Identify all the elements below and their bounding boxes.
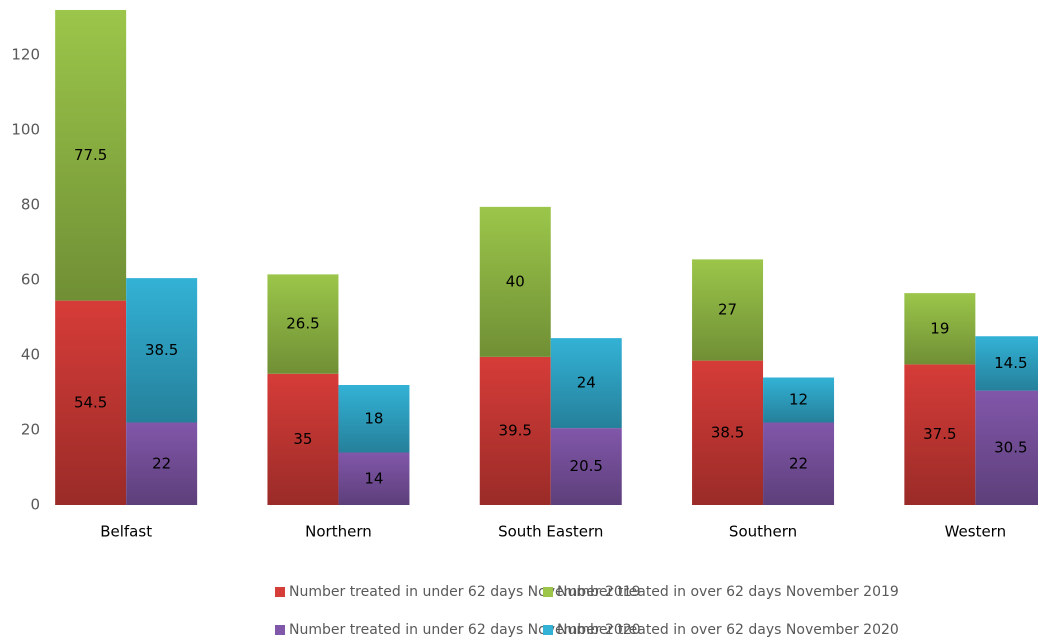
legend-swatch bbox=[543, 587, 553, 597]
bar-segment bbox=[267, 373, 339, 505]
bar-segment bbox=[692, 360, 764, 505]
data-label: 19 bbox=[930, 319, 949, 337]
data-label: 14 bbox=[364, 469, 383, 487]
x-tick-label: Southern bbox=[729, 523, 797, 541]
bar-segment bbox=[479, 206, 551, 357]
bar-segment bbox=[692, 259, 764, 361]
legend-swatch bbox=[543, 625, 553, 635]
legend-swatch bbox=[275, 587, 285, 597]
legend-label: Number treated in over 62 days November … bbox=[557, 622, 899, 638]
data-label: 77.5 bbox=[74, 146, 107, 164]
data-label: 37.5 bbox=[923, 425, 956, 443]
data-label: 22 bbox=[789, 454, 808, 472]
x-tick-label: Northern bbox=[305, 523, 372, 541]
y-tick-label: 20 bbox=[21, 421, 40, 439]
y-tick-label: 0 bbox=[30, 496, 40, 514]
legend-swatch bbox=[275, 625, 285, 635]
data-label: 39.5 bbox=[499, 421, 532, 439]
bar-segment bbox=[479, 356, 551, 505]
data-label: 35 bbox=[293, 430, 312, 448]
data-label: 26.5 bbox=[286, 315, 319, 333]
data-label: 30.5 bbox=[994, 438, 1027, 456]
data-label: 14.5 bbox=[994, 354, 1027, 372]
x-tick-label: Western bbox=[945, 523, 1007, 541]
bar-segment bbox=[975, 390, 1038, 505]
legend-label: Number treated in over 62 days November … bbox=[557, 584, 899, 600]
x-tick-label: South Eastern bbox=[498, 523, 603, 541]
bar-segment bbox=[338, 385, 410, 453]
data-label: 24 bbox=[577, 374, 596, 392]
bar-segment bbox=[550, 428, 622, 505]
bar-segment bbox=[338, 452, 410, 505]
data-label: 20.5 bbox=[570, 457, 603, 475]
data-label: 12 bbox=[789, 391, 808, 409]
bar-segment bbox=[126, 278, 198, 423]
bar-segment bbox=[763, 377, 835, 423]
y-tick-label: 120 bbox=[11, 46, 40, 64]
y-tick-label: 100 bbox=[11, 121, 40, 139]
y-tick-label: 60 bbox=[21, 271, 40, 289]
bar-segment bbox=[904, 293, 976, 365]
data-label: 38.5 bbox=[145, 341, 178, 359]
data-label: 27 bbox=[718, 301, 737, 319]
bar-segment bbox=[550, 338, 622, 429]
bar-segment bbox=[904, 364, 976, 505]
y-tick-label: 80 bbox=[21, 196, 40, 214]
data-label: 54.5 bbox=[74, 393, 107, 411]
data-label: 22 bbox=[152, 454, 171, 472]
data-label: 38.5 bbox=[711, 423, 744, 441]
bar-segment bbox=[763, 422, 835, 505]
bar-segment bbox=[975, 336, 1038, 391]
data-label: 18 bbox=[364, 409, 383, 427]
bar-segment bbox=[55, 300, 127, 505]
data-label: 40 bbox=[506, 272, 525, 290]
bar-segment bbox=[55, 10, 127, 301]
bar-segment bbox=[267, 274, 339, 374]
bar-segment bbox=[126, 422, 198, 505]
y-tick-label: 40 bbox=[21, 346, 40, 364]
x-tick-label: Belfast bbox=[100, 523, 152, 541]
